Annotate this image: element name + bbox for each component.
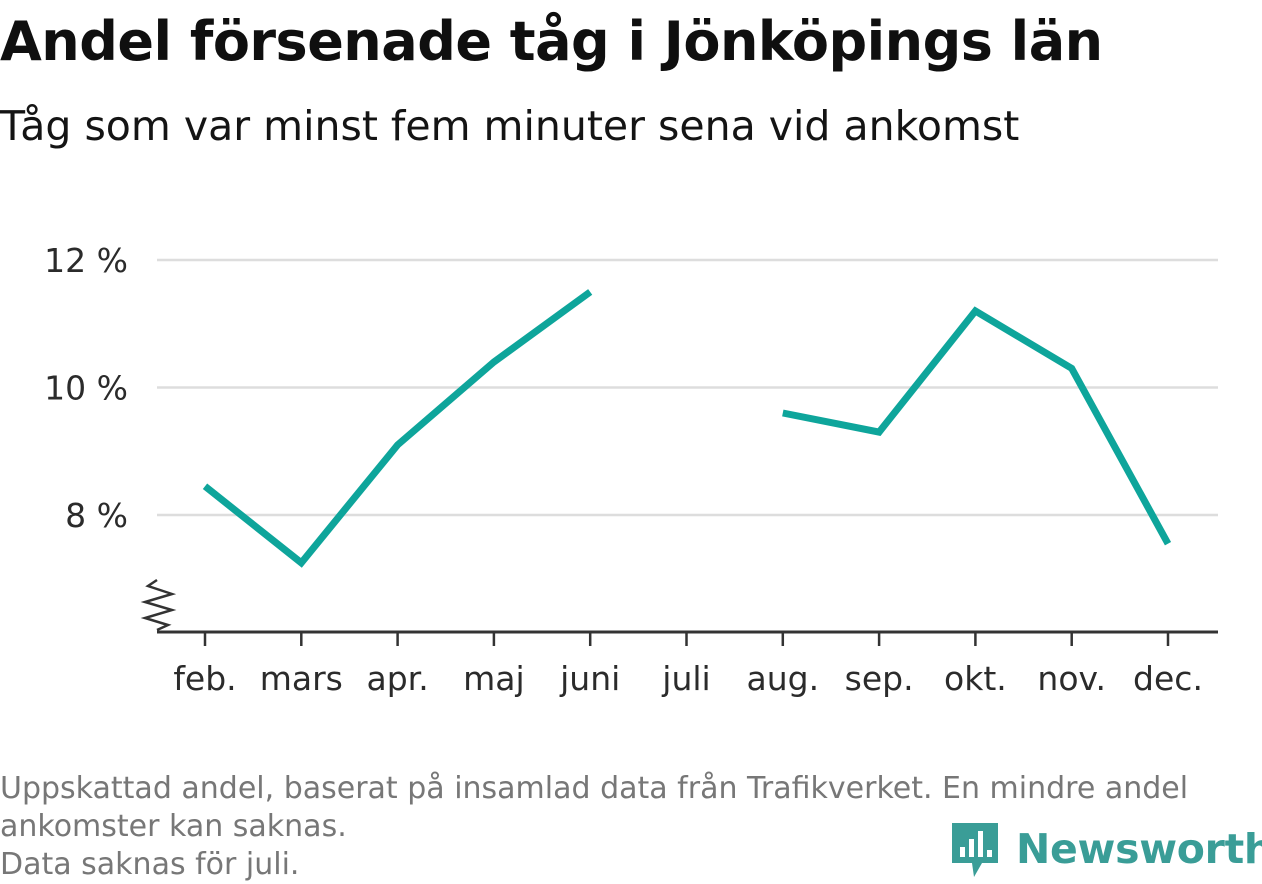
brand-logo: Newsworthy [950, 818, 1262, 880]
x-tick-label: nov. [1037, 659, 1106, 698]
series-lines [202, 289, 1172, 568]
gridlines [157, 258, 1218, 517]
footnote-line-1: Uppskattad andel, baserat på insamlad da… [0, 771, 1189, 806]
x-tick-label: okt. [944, 659, 1007, 698]
y-tick-label: 10 % [44, 369, 128, 408]
footnote-line-2: ankomster kan saknas. [0, 809, 347, 844]
x-tick-label: aug. [747, 659, 820, 698]
footnote-line-3: Data saknas för juli. [0, 847, 300, 882]
y-axis-ticks: 8 % 10 % 12 % [44, 241, 128, 535]
axis-break-mark [140, 578, 177, 632]
series-line-segment [202, 289, 593, 568]
y-tick-label: 8 % [65, 496, 128, 535]
x-tick-label: juli [661, 659, 710, 698]
x-tick-label: juni [559, 659, 620, 698]
line-chart: 8 % 10 % 12 % feb. mars apr. maj juni juli aug. s… [44, 241, 1218, 698]
axis-break [140, 578, 177, 632]
x-axis-ticks: feb. mars apr. maj juni juli aug. sep. okt. nov. d… [173, 632, 1203, 698]
footnote: Uppskattad andel, baserat på insamlad da… [0, 770, 1188, 884]
x-tick-label: sep. [845, 659, 914, 698]
x-tick-label: maj [463, 659, 525, 698]
x-tick-label: apr. [366, 659, 428, 698]
series-line-segment [782, 306, 1172, 546]
chart-title: Andel försenade tåg i Jönköpings län [0, 10, 1103, 73]
x-tick-label: dec. [1133, 659, 1203, 698]
y-tick-label: 12 % [44, 241, 128, 280]
newsworthy-logo-icon [952, 823, 998, 877]
chart-subtitle: Tåg som var minst fem minuter sena vid a… [0, 102, 1020, 150]
brand-name: Newsworthy [1016, 825, 1262, 873]
x-tick-label: feb. [173, 659, 236, 698]
x-tick-label: mars [260, 659, 343, 698]
